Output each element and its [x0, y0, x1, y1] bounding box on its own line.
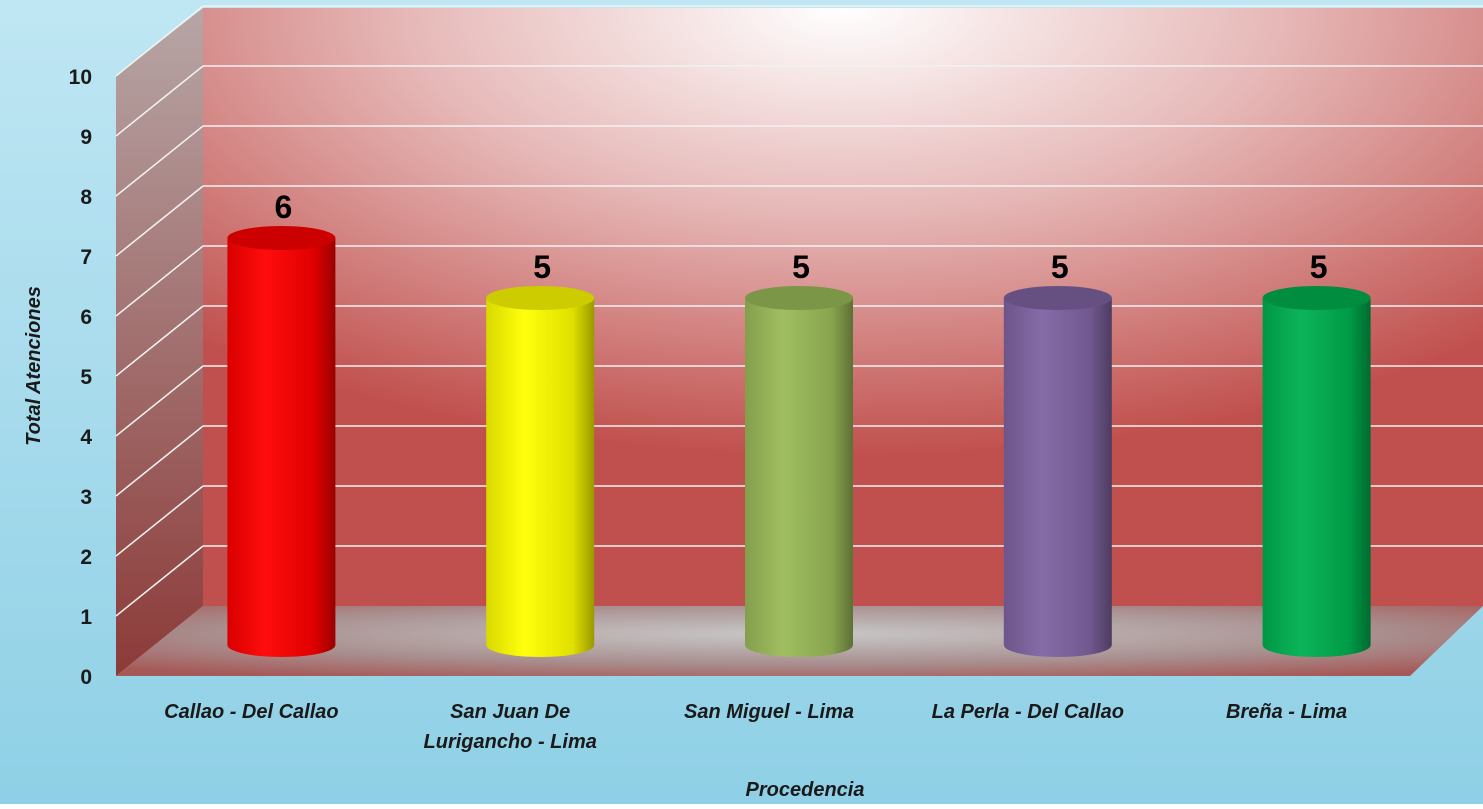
data-label: 6 [275, 189, 293, 225]
bar [1003, 286, 1112, 658]
bar-top [745, 286, 853, 310]
gridline-side [115, 5, 204, 77]
y-tick-label: 4 [80, 426, 92, 449]
bar [1262, 286, 1371, 657]
side-wall [116, 8, 203, 676]
y-tick-label: 3 [80, 486, 92, 509]
y-tick-label: 0 [80, 666, 92, 689]
bars [227, 226, 1371, 658]
x-tick-label: Lurigancho - Lima [424, 731, 597, 753]
y-axis-ticks: 0 1 2 3 4 5 6 7 8 9 10 [69, 66, 93, 689]
data-labels: 6 5 5 5 5 [275, 189, 1328, 285]
x-tick-label: Breña - Lima [1226, 701, 1347, 723]
y-tick-label: 6 [80, 306, 92, 329]
bar-body [745, 298, 853, 657]
bar-body [1003, 298, 1112, 658]
x-tick-label: Callao - Del Callao [164, 701, 339, 723]
bar [486, 286, 595, 657]
bar-body [1262, 298, 1371, 657]
bar-top [227, 226, 336, 250]
bar-top [1262, 286, 1371, 310]
gridline-side [115, 545, 204, 617]
bar-top [486, 286, 595, 310]
x-tick-label: La Perla - Del Callao [932, 701, 1124, 723]
gridline-side [115, 425, 204, 497]
bar [745, 286, 853, 657]
x-tick-label: San Miguel - Lima [684, 701, 854, 723]
gridline-side [115, 485, 204, 557]
data-label: 5 [792, 249, 810, 285]
x-axis-label: Procedencia [746, 779, 865, 801]
data-label: 5 [533, 249, 551, 285]
y-tick-label: 1 [80, 606, 92, 629]
y-tick-label: 10 [69, 66, 92, 89]
gridline-side [115, 65, 204, 137]
y-tick-label: 7 [80, 246, 92, 269]
y-tick-label: 5 [80, 366, 92, 389]
gridline-side [115, 245, 204, 317]
gridline-side [115, 305, 204, 377]
bar-top [1003, 286, 1112, 310]
y-tick-label: 8 [80, 186, 92, 209]
x-tick-label: San Juan De [450, 701, 570, 723]
gridline-side [115, 125, 204, 197]
bar [227, 226, 336, 657]
gridline-side [115, 365, 204, 437]
bar-body [227, 238, 336, 657]
data-label: 5 [1051, 249, 1069, 285]
y-tick-label: 9 [80, 126, 92, 149]
y-axis-label: Total Atenciones [23, 286, 45, 446]
gridline-side [115, 185, 204, 257]
y-tick-label: 2 [80, 546, 92, 569]
data-label: 5 [1310, 249, 1328, 285]
x-axis-ticks: Callao - Del Callao San Juan De Lurigancho… [164, 701, 1347, 753]
bar-body [486, 298, 595, 657]
